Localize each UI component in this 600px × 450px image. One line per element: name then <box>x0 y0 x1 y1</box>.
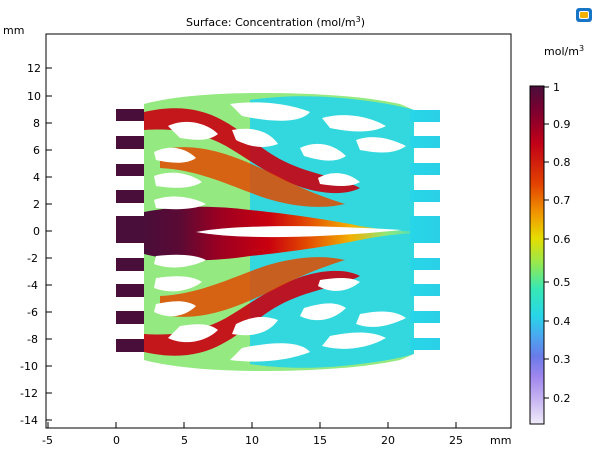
y-tick-label: -4 <box>27 279 38 292</box>
y-tick-label: -2 <box>27 252 38 265</box>
render-icon[interactable] <box>576 8 592 22</box>
colorbar-tick-label: 0.4 <box>553 315 571 328</box>
y-tick-label: 10 <box>27 90 41 103</box>
y-tick-label: 8 <box>33 117 40 130</box>
colorbar-tick-label: 1 <box>553 81 560 94</box>
colorbar-tick-label: 0.5 <box>553 276 571 289</box>
x-tick-label: -5 <box>42 434 53 447</box>
colorbar: mol/m3 1 0.9 0.8 0.7 0.6 0.5 0.4 0.3 0.2 <box>529 44 584 425</box>
colorbar-tick-label: 0.8 <box>553 156 571 169</box>
y-tick-label: -10 <box>20 360 38 373</box>
colorbar-unit: mol/m3 <box>544 44 584 58</box>
colorbar-tick-label: 0.9 <box>553 118 571 131</box>
y-tick-label: 6 <box>33 144 40 157</box>
x-unit-label: mm <box>490 434 511 447</box>
y-unit-label: mm <box>3 24 24 37</box>
y-tick-label: 4 <box>33 171 40 184</box>
x-axis: -5 0 5 10 15 20 25 mm <box>42 422 511 447</box>
y-axis: 12 10 8 6 4 2 0 -2 -4 -6 -8 -10 -12 -14 <box>20 62 52 427</box>
y-tick-label: -6 <box>27 306 38 319</box>
colorbar-tick-label: 0.2 <box>553 392 571 405</box>
plot-title: Surface: Concentration (mol/m3) <box>186 15 365 29</box>
outlet-channels <box>410 110 440 350</box>
colorbar-tick-label: 0.3 <box>553 353 571 366</box>
colorbar-tick-label: 0.7 <box>553 194 571 207</box>
x-tick-label: 0 <box>113 434 120 447</box>
x-tick-label: 5 <box>181 434 188 447</box>
x-tick-label: 25 <box>449 434 463 447</box>
y-tick-label: 12 <box>27 62 41 75</box>
x-tick-label: 10 <box>245 434 259 447</box>
colorbar-tick-label: 0.6 <box>553 233 571 246</box>
y-tick-label: -14 <box>20 414 38 427</box>
y-tick-label: -12 <box>20 387 38 400</box>
x-tick-label: 20 <box>381 434 395 447</box>
y-tick-label: -8 <box>27 333 38 346</box>
y-tick-label: 0 <box>33 225 40 238</box>
x-tick-label: 15 <box>313 434 327 447</box>
colorbar-gradient <box>529 85 545 425</box>
inlet-channels <box>116 109 144 352</box>
colorbar-ticks: 1 0.9 0.8 0.7 0.6 0.5 0.4 0.3 0.2 <box>544 81 571 405</box>
y-tick-label: 2 <box>33 198 40 211</box>
concentration-field <box>116 93 440 371</box>
